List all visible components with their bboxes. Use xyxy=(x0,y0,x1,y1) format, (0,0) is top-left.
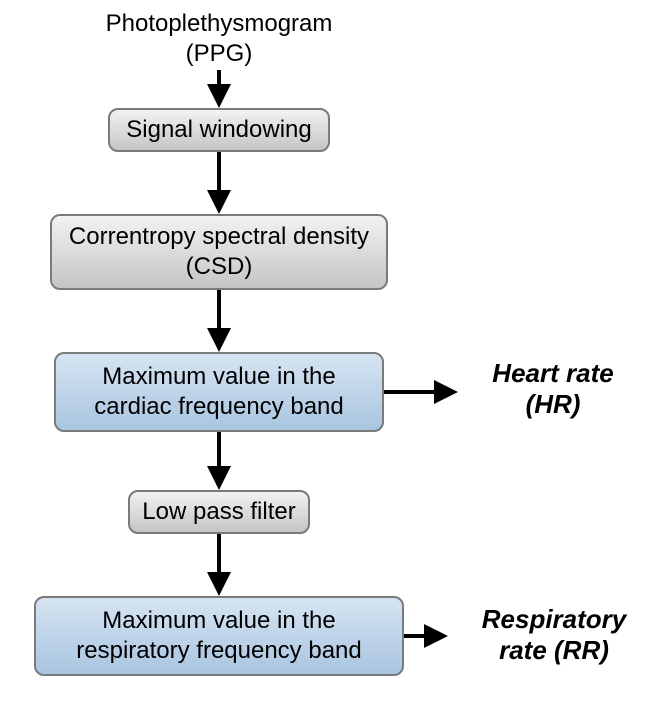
respiratory-line1: Maximum value in the xyxy=(102,607,335,634)
rr-line2: rate (RR) xyxy=(499,635,609,665)
rr-line1: Respiratory xyxy=(482,604,627,634)
input-label: Photoplethysmogram (PPG) xyxy=(79,8,359,70)
windowing-label: Signal windowing xyxy=(126,115,311,145)
hr-line1: Heart rate xyxy=(492,358,613,388)
input-line1: Photoplethysmogram xyxy=(106,10,333,37)
node-low-pass-filter: Low pass filter xyxy=(128,490,310,534)
node-cardiac-band: Maximum value in the cardiac frequency b… xyxy=(54,352,384,432)
lowpass-label: Low pass filter xyxy=(142,497,295,527)
output-heart-rate: Heart rate (HR) xyxy=(468,358,638,422)
respiratory-line2: respiratory frequency band xyxy=(76,637,362,664)
node-respiratory-band: Maximum value in the respiratory frequen… xyxy=(34,596,404,676)
input-line2: (PPG) xyxy=(186,40,253,67)
output-respiratory-rate: Respiratory rate (RR) xyxy=(454,604,654,668)
csd-line1: Correntropy spectral density xyxy=(69,223,369,250)
cardiac-line1: Maximum value in the xyxy=(102,363,335,390)
node-signal-windowing: Signal windowing xyxy=(108,108,330,152)
csd-line2: (CSD) xyxy=(186,253,253,280)
hr-line2: (HR) xyxy=(526,389,581,419)
cardiac-line2: cardiac frequency band xyxy=(94,393,344,420)
node-csd: Correntropy spectral density (CSD) xyxy=(50,214,388,290)
